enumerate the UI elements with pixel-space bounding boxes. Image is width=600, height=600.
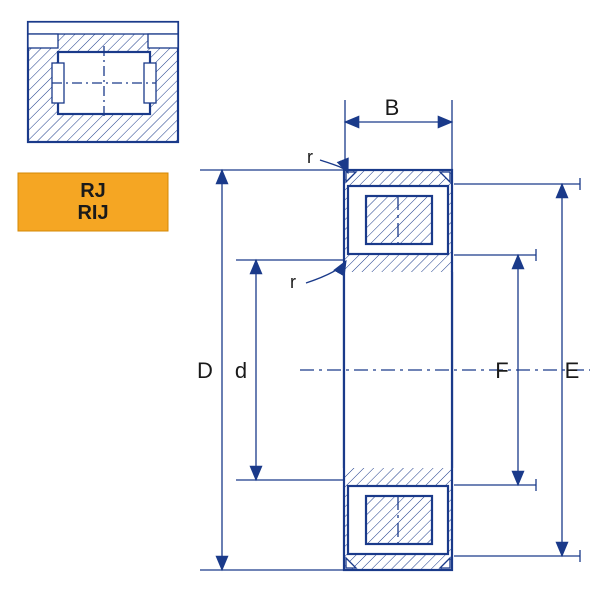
dim-label-r: r <box>307 147 313 167</box>
type-label-line: RIJ <box>77 202 108 224</box>
thumb-roof <box>28 34 58 48</box>
dim-label-d: d <box>235 358 247 383</box>
dim-label-E: E <box>565 358 580 383</box>
roller <box>366 196 432 244</box>
roller <box>366 496 432 544</box>
thumb-roof <box>28 22 178 34</box>
dim-label-F: F <box>495 358 508 383</box>
thumb-roof <box>148 34 178 48</box>
dim-label-D: D <box>197 358 213 383</box>
type-label-line: RJ <box>80 180 106 202</box>
dim-label-B: B <box>385 95 400 120</box>
dim-label-r: r <box>290 272 296 292</box>
